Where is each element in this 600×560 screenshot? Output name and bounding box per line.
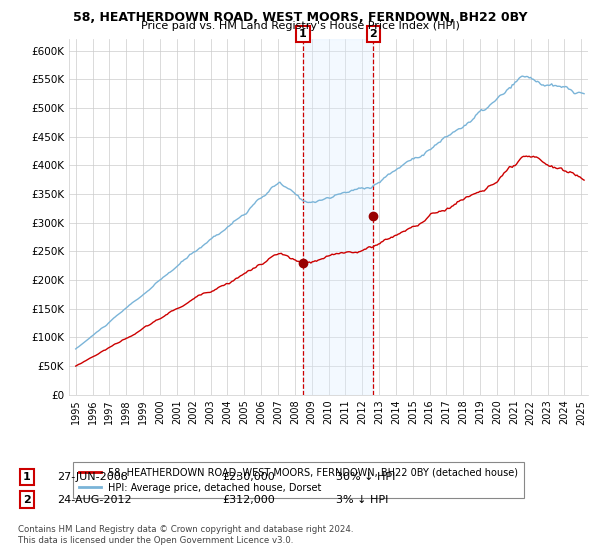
Text: 30% ↓ HPI: 30% ↓ HPI: [336, 472, 395, 482]
Text: 2: 2: [23, 494, 31, 505]
Text: 58, HEATHERDOWN ROAD, WEST MOORS, FERNDOWN, BH22 0BY: 58, HEATHERDOWN ROAD, WEST MOORS, FERNDO…: [73, 11, 527, 24]
Text: 2: 2: [369, 29, 377, 39]
Text: 27-JUN-2008: 27-JUN-2008: [57, 472, 128, 482]
Text: 1: 1: [299, 29, 307, 39]
Legend: 58, HEATHERDOWN ROAD, WEST MOORS, FERNDOWN, BH22 0BY (detached house), HPI: Aver: 58, HEATHERDOWN ROAD, WEST MOORS, FERNDO…: [73, 462, 524, 498]
Text: £312,000: £312,000: [222, 494, 275, 505]
Text: 1: 1: [23, 472, 31, 482]
Text: 24-AUG-2012: 24-AUG-2012: [57, 494, 131, 505]
Text: 3% ↓ HPI: 3% ↓ HPI: [336, 494, 388, 505]
Text: Price paid vs. HM Land Registry's House Price Index (HPI): Price paid vs. HM Land Registry's House …: [140, 21, 460, 31]
Text: Contains HM Land Registry data © Crown copyright and database right 2024.
This d: Contains HM Land Registry data © Crown c…: [18, 525, 353, 545]
Text: £230,000: £230,000: [222, 472, 275, 482]
Bar: [303, 39, 373, 395]
